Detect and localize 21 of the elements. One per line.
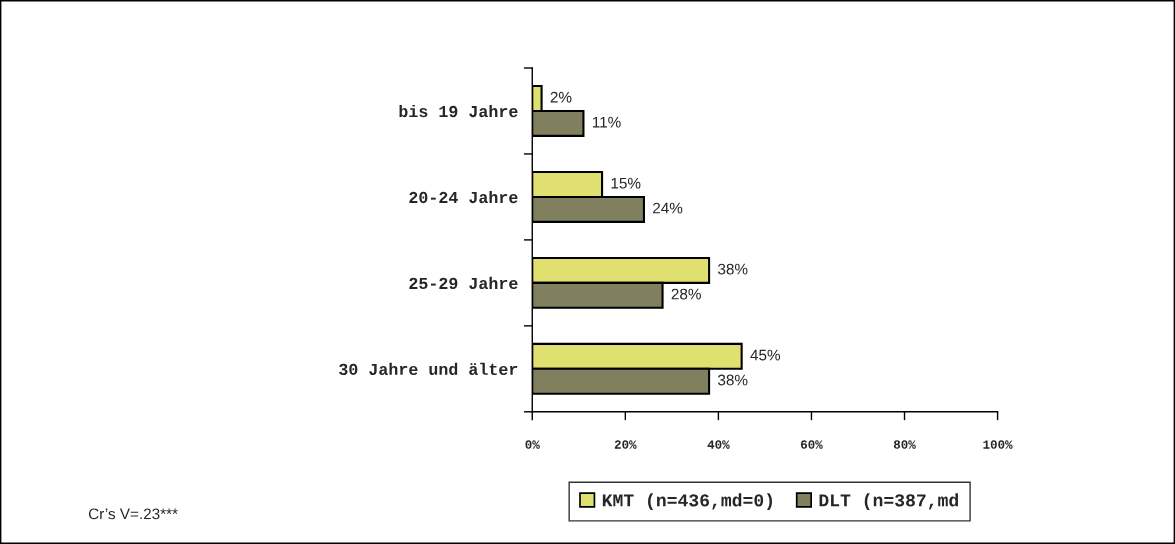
- data-label: 28%: [671, 288, 701, 300]
- x-tick-label: 40%: [707, 440, 730, 449]
- x-tick-label: 60%: [800, 440, 823, 449]
- data-label: 38%: [718, 263, 748, 275]
- data-label: 45%: [750, 349, 781, 361]
- y-tick-label: 30 Jahre und älter: [339, 362, 518, 376]
- data-label: 2%: [550, 91, 572, 103]
- data-label: 24%: [653, 202, 683, 214]
- y-tick-label: 25-29 Jahre: [409, 276, 518, 290]
- x-tick-label: 100%: [983, 440, 1013, 449]
- legend-label: DLT (n=387,md: [819, 493, 958, 511]
- data-label: 15%: [611, 177, 641, 189]
- text: Cr’s V=.23***: [88, 508, 178, 520]
- x-tick-label: 80%: [893, 440, 916, 449]
- y-tick-label: bis 19 Jahre: [399, 104, 518, 118]
- x-tick-label: 0%: [525, 440, 540, 449]
- data-label: 38%: [718, 374, 748, 386]
- legend-label: KMT (n=436,md=0): [602, 493, 772, 511]
- data-label: 11%: [592, 116, 621, 128]
- x-tick-label: 20%: [614, 440, 637, 449]
- y-tick-label: 20-24 Jahre: [409, 190, 518, 204]
